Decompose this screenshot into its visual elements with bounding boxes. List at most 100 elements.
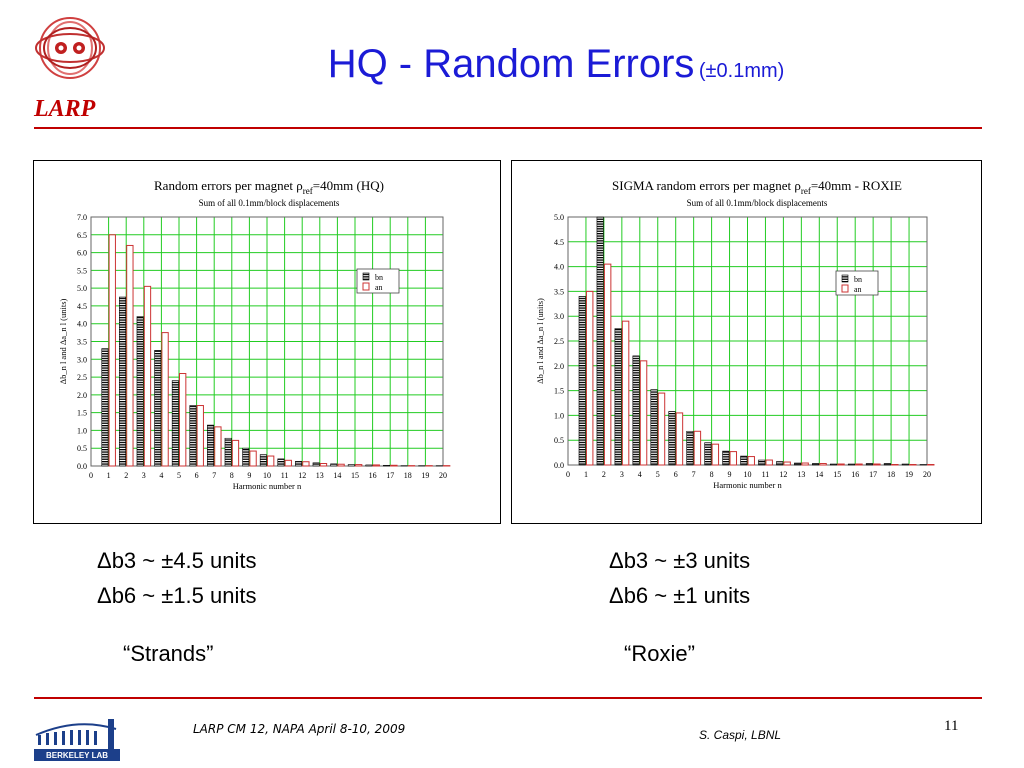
bar-bn — [596, 216, 604, 466]
y-tick-label: 3.0 — [554, 312, 564, 321]
bar-an — [390, 464, 398, 467]
stat-right-b3: Δb3 ~ ±3 units — [609, 548, 751, 573]
x-tick-label: 3 — [620, 470, 624, 479]
bar-bn — [686, 430, 694, 466]
bar-an — [747, 456, 755, 466]
bar-bn — [722, 450, 730, 466]
chart-subtitle: Sum of all 0.1mm/block displacements — [199, 198, 340, 208]
bar-an — [214, 426, 222, 467]
bar-an — [657, 392, 666, 466]
y-tick-label: 5.0 — [77, 284, 87, 293]
x-tick-label: 5 — [656, 470, 660, 479]
x-tick-label: 14 — [333, 471, 341, 480]
bar-bn — [154, 350, 162, 467]
y-tick-label: 6.0 — [77, 249, 87, 258]
footer-event: LARP CM 12, NAPA April 8-10, 2009 — [193, 722, 406, 736]
plot-frame — [567, 216, 928, 466]
x-tick-label: 15 — [351, 471, 359, 480]
bar-bn — [865, 463, 873, 466]
x-tick-label: 1 — [584, 470, 588, 479]
y-tick-label: 0.0 — [554, 461, 564, 470]
bar-bn — [614, 328, 622, 466]
bar-bn — [224, 437, 232, 467]
y-tick-label: 4.5 — [77, 302, 87, 311]
bar-bn — [119, 296, 126, 467]
chart-panel-hq: Random errors per magnet ρref=40mm (HQ) S… — [33, 160, 501, 524]
x-tick-label: 10 — [744, 470, 752, 479]
bar-an — [372, 464, 380, 467]
stat-left-b6: Δb6 ~ ±1.5 units — [97, 583, 257, 608]
larp-logo — [35, 17, 105, 79]
page-number: 11 — [944, 718, 959, 734]
y-tick-label: 0.5 — [554, 436, 564, 445]
x-tick-label: 2 — [602, 470, 606, 479]
stats-left: Δb3 ~ ±4.5 units Δb6 ~ ±1.5 units — [97, 543, 256, 613]
footer-author: S. Caspi, LBNL — [699, 728, 782, 742]
y-axis-label: Δb_n l and Δa_n l (units) — [58, 298, 68, 384]
legend-swatch-an — [362, 282, 370, 291]
bar-bn — [365, 464, 373, 467]
y-tick-label: 1.0 — [77, 426, 87, 435]
larp-wordmark: LARP — [34, 96, 96, 122]
bar-bn — [207, 424, 214, 467]
bar-an — [302, 461, 310, 467]
bar-bn — [242, 447, 250, 467]
y-tick-label: 2.0 — [554, 362, 564, 371]
y-tick-label: 3.5 — [77, 338, 87, 347]
bar-bn — [650, 389, 658, 466]
x-tick-label: 2 — [124, 471, 128, 480]
x-tick-label: 0 — [89, 471, 93, 480]
bar-bn — [740, 455, 748, 466]
bar-an — [284, 459, 292, 467]
x-tick-label: 7 — [212, 471, 216, 480]
bar-an — [765, 459, 773, 466]
y-tick-label: 1.0 — [554, 411, 564, 420]
y-tick-label: 4.0 — [554, 263, 564, 272]
x-tick-label: 19 — [421, 471, 429, 480]
bar-bn — [704, 442, 712, 466]
bar-bn — [812, 463, 820, 466]
y-tick-label: 2.0 — [77, 391, 87, 400]
x-tick-label: 14 — [815, 470, 823, 479]
slide-title: HQ - Random Errors (±0.1mm) — [0, 42, 1024, 87]
x-tick-label: 5 — [177, 471, 181, 480]
bar-an — [126, 244, 134, 467]
x-tick-label: 12 — [298, 471, 306, 480]
x-tick-label: 7 — [692, 470, 696, 479]
bar-bn — [776, 461, 784, 466]
header-rule — [34, 127, 982, 129]
x-axis-label: Harmonic number n — [233, 481, 302, 491]
bar-an — [603, 263, 612, 466]
chart-subtitle: Sum of all 0.1mm/block displacements — [687, 198, 828, 208]
berkeley-lab-logo: BERKELEY LAB — [34, 719, 120, 761]
chart-title: SIGMA random errors per magnet ρref=40mm… — [612, 178, 902, 196]
bar-an — [639, 360, 648, 466]
bar-an — [355, 464, 363, 467]
bar-bn — [668, 411, 676, 466]
bar-an — [621, 320, 630, 466]
y-tick-label: 3.0 — [77, 355, 87, 364]
bar-an — [675, 412, 684, 466]
bar-an — [873, 463, 881, 466]
bar-bn — [171, 380, 179, 467]
bar-bn — [295, 461, 303, 467]
bar-bn — [632, 355, 640, 466]
y-tick-label: 2.5 — [77, 373, 87, 382]
stats-right: Δb3 ~ ±3 units Δb6 ~ ±1 units — [609, 543, 750, 613]
x-tick-label: 13 — [316, 471, 324, 480]
bar-an — [108, 234, 116, 467]
legend-label: bn — [854, 275, 862, 284]
bar-bn — [383, 464, 391, 467]
chart-title: Random errors per magnet ρref=40mm (HQ) — [154, 178, 384, 196]
x-tick-label: 8 — [230, 471, 234, 480]
bar-bn — [277, 458, 285, 467]
bar-an — [711, 443, 720, 466]
x-tick-label: 12 — [779, 470, 787, 479]
bar-an — [196, 405, 204, 467]
bar-an — [801, 462, 809, 466]
bar-bn — [347, 464, 355, 467]
bar-bn — [101, 348, 109, 467]
y-tick-label: 5.0 — [554, 213, 564, 222]
stat-left-b3: Δb3 ~ ±4.5 units — [97, 548, 257, 573]
x-tick-label: 10 — [263, 471, 271, 480]
